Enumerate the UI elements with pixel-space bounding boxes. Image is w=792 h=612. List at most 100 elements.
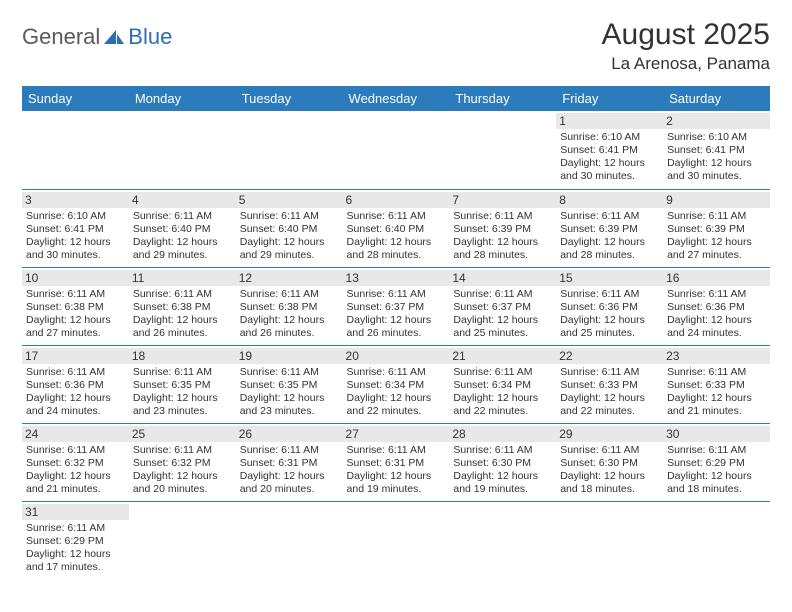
location: La Arenosa, Panama (602, 54, 770, 74)
logo: General Blue (22, 24, 172, 50)
calendar-cell: 9 Sunrise: 6:11 AMSunset: 6:39 PMDaylight… (663, 189, 770, 267)
calendar-cell: 23 Sunrise: 6:11 AMSunset: 6:33 PMDayligh… (663, 345, 770, 423)
calendar-cell: 7Sunrise: 6:11 AMSunset: 6:39 PMDaylight… (449, 189, 556, 267)
day-details: Sunrise: 6:10 AMSunset: 6:41 PMDaylight:… (560, 131, 659, 184)
weekday-header-row: SundayMondayTuesdayWednesdayThursdayFrid… (22, 86, 770, 111)
day-number: 24 (22, 426, 129, 442)
day-number: 26 (236, 426, 343, 442)
calendar-cell: 19Sunrise: 6:11 AMSunset: 6:35 PMDayligh… (236, 345, 343, 423)
weekday-header: Thursday (449, 86, 556, 111)
day-details: Sunrise: 6:11 AMSunset: 6:35 PMDaylight:… (133, 366, 232, 419)
logo-text-general: General (22, 24, 100, 50)
calendar-cell: 2 Sunrise: 6:10 AMSunset: 6:41 PMDaylight… (663, 111, 770, 189)
calendar-cell (236, 501, 343, 579)
day-number: 5 (236, 192, 343, 208)
calendar-cell: 20 Sunrise: 6:11 AMSunset: 6:34 PMDayligh… (343, 345, 450, 423)
calendar-cell: 26 Sunrise: 6:11 AMSunset: 6:31 PMDayligh… (236, 423, 343, 501)
day-details: Sunrise: 6:11 AMSunset: 6:37 PMDaylight:… (453, 288, 552, 341)
day-number: 29 (556, 426, 663, 442)
weekday-header: Saturday (663, 86, 770, 111)
calendar-table: SundayMondayTuesdayWednesdayThursdayFrid… (22, 86, 770, 579)
weekday-header: Monday (129, 86, 236, 111)
day-number: 22 (556, 348, 663, 364)
day-details: Sunrise: 6:11 AMSunset: 6:38 PMDaylight:… (240, 288, 339, 341)
calendar-cell (343, 501, 450, 579)
calendar-cell: 18 Sunrise: 6:11 AMSunset: 6:35 PMDayligh… (129, 345, 236, 423)
day-details: Sunrise: 6:11 AMSunset: 6:40 PMDaylight:… (240, 210, 339, 263)
day-details: Sunrise: 6:10 AMSunset: 6:41 PMDaylight:… (26, 210, 125, 263)
day-details: Sunrise: 6:11 AMSunset: 6:34 PMDaylight:… (347, 366, 446, 419)
calendar-week-row: 3Sunrise: 6:10 AMSunset: 6:41 PMDaylight… (22, 189, 770, 267)
calendar-week-row: 1Sunrise: 6:10 AMSunset: 6:41 PMDaylight… (22, 111, 770, 189)
day-number: 15 (556, 270, 663, 286)
calendar-cell: 1Sunrise: 6:10 AMSunset: 6:41 PMDaylight… (556, 111, 663, 189)
day-number: 16 (663, 270, 770, 286)
calendar-cell (236, 111, 343, 189)
day-details: Sunrise: 6:11 AMSunset: 6:38 PMDaylight:… (133, 288, 232, 341)
calendar-cell: 21Sunrise: 6:11 AMSunset: 6:34 PMDayligh… (449, 345, 556, 423)
calendar-cell: 6Sunrise: 6:11 AMSunset: 6:40 PMDaylight… (343, 189, 450, 267)
sail-icon (102, 28, 126, 46)
day-details: Sunrise: 6:11 AMSunset: 6:35 PMDaylight:… (240, 366, 339, 419)
calendar-cell: 24Sunrise: 6:11 AMSunset: 6:32 PMDayligh… (22, 423, 129, 501)
day-details: Sunrise: 6:11 AMSunset: 6:29 PMDaylight:… (667, 444, 766, 497)
day-number: 2 (663, 113, 770, 129)
day-details: Sunrise: 6:11 AMSunset: 6:31 PMDaylight:… (347, 444, 446, 497)
day-number: 17 (22, 348, 129, 364)
calendar-cell: 11 Sunrise: 6:11 AMSunset: 6:38 PMDayligh… (129, 267, 236, 345)
day-details: Sunrise: 6:10 AMSunset: 6:41 PMDaylight:… (667, 131, 766, 184)
day-details: Sunrise: 6:11 AMSunset: 6:30 PMDaylight:… (453, 444, 552, 497)
day-number: 9 (663, 192, 770, 208)
calendar-cell: 3Sunrise: 6:10 AMSunset: 6:41 PMDaylight… (22, 189, 129, 267)
day-details: Sunrise: 6:11 AMSunset: 6:33 PMDaylight:… (667, 366, 766, 419)
day-number: 31 (22, 504, 129, 520)
day-details: Sunrise: 6:11 AMSunset: 6:36 PMDaylight:… (667, 288, 766, 341)
day-number: 30 (663, 426, 770, 442)
day-details: Sunrise: 6:11 AMSunset: 6:30 PMDaylight:… (560, 444, 659, 497)
day-number: 10 (22, 270, 129, 286)
header: General Blue August 2025 La Arenosa, Pan… (22, 18, 770, 74)
calendar-cell: 14Sunrise: 6:11 AMSunset: 6:37 PMDayligh… (449, 267, 556, 345)
calendar-cell (556, 501, 663, 579)
calendar-week-row: 24Sunrise: 6:11 AMSunset: 6:32 PMDayligh… (22, 423, 770, 501)
calendar-week-row: 10Sunrise: 6:11 AMSunset: 6:38 PMDayligh… (22, 267, 770, 345)
weekday-header: Sunday (22, 86, 129, 111)
day-number: 18 (129, 348, 236, 364)
calendar-cell: 25 Sunrise: 6:11 AMSunset: 6:32 PMDayligh… (129, 423, 236, 501)
day-details: Sunrise: 6:11 AMSunset: 6:39 PMDaylight:… (667, 210, 766, 263)
month-title: August 2025 (602, 18, 770, 52)
day-details: Sunrise: 6:11 AMSunset: 6:36 PMDaylight:… (26, 366, 125, 419)
day-details: Sunrise: 6:11 AMSunset: 6:33 PMDaylight:… (560, 366, 659, 419)
calendar-cell: 4Sunrise: 6:11 AMSunset: 6:40 PMDaylight… (129, 189, 236, 267)
day-number: 11 (129, 270, 236, 286)
day-details: Sunrise: 6:11 AMSunset: 6:39 PMDaylight:… (560, 210, 659, 263)
calendar-cell: 27 Sunrise: 6:11 AMSunset: 6:31 PMDayligh… (343, 423, 450, 501)
calendar-cell: 15 Sunrise: 6:11 AMSunset: 6:36 PMDayligh… (556, 267, 663, 345)
day-number: 23 (663, 348, 770, 364)
day-number: 7 (449, 192, 556, 208)
day-details: Sunrise: 6:11 AMSunset: 6:32 PMDaylight:… (133, 444, 232, 497)
calendar-cell (129, 501, 236, 579)
calendar-cell (449, 501, 556, 579)
day-details: Sunrise: 6:11 AMSunset: 6:36 PMDaylight:… (560, 288, 659, 341)
day-details: Sunrise: 6:11 AMSunset: 6:31 PMDaylight:… (240, 444, 339, 497)
day-details: Sunrise: 6:11 AMSunset: 6:40 PMDaylight:… (133, 210, 232, 263)
day-number: 6 (343, 192, 450, 208)
day-details: Sunrise: 6:11 AMSunset: 6:37 PMDaylight:… (347, 288, 446, 341)
calendar-cell: 29 Sunrise: 6:11 AMSunset: 6:30 PMDayligh… (556, 423, 663, 501)
day-number: 12 (236, 270, 343, 286)
calendar-cell (129, 111, 236, 189)
calendar-cell: 28Sunrise: 6:11 AMSunset: 6:30 PMDayligh… (449, 423, 556, 501)
day-number: 13 (343, 270, 450, 286)
calendar-cell: 5 Sunrise: 6:11 AMSunset: 6:40 PMDaylight… (236, 189, 343, 267)
logo-text-blue: Blue (128, 24, 172, 50)
calendar-cell: 17 Sunrise: 6:11 AMSunset: 6:36 PMDayligh… (22, 345, 129, 423)
calendar-cell (663, 501, 770, 579)
day-details: Sunrise: 6:11 AMSunset: 6:38 PMDaylight:… (26, 288, 125, 341)
calendar-cell: 12 Sunrise: 6:11 AMSunset: 6:38 PMDayligh… (236, 267, 343, 345)
calendar-cell: 8Sunrise: 6:11 AMSunset: 6:39 PMDaylight… (556, 189, 663, 267)
day-number: 20 (343, 348, 450, 364)
calendar-cell (449, 111, 556, 189)
day-number: 27 (343, 426, 450, 442)
day-number: 25 (129, 426, 236, 442)
